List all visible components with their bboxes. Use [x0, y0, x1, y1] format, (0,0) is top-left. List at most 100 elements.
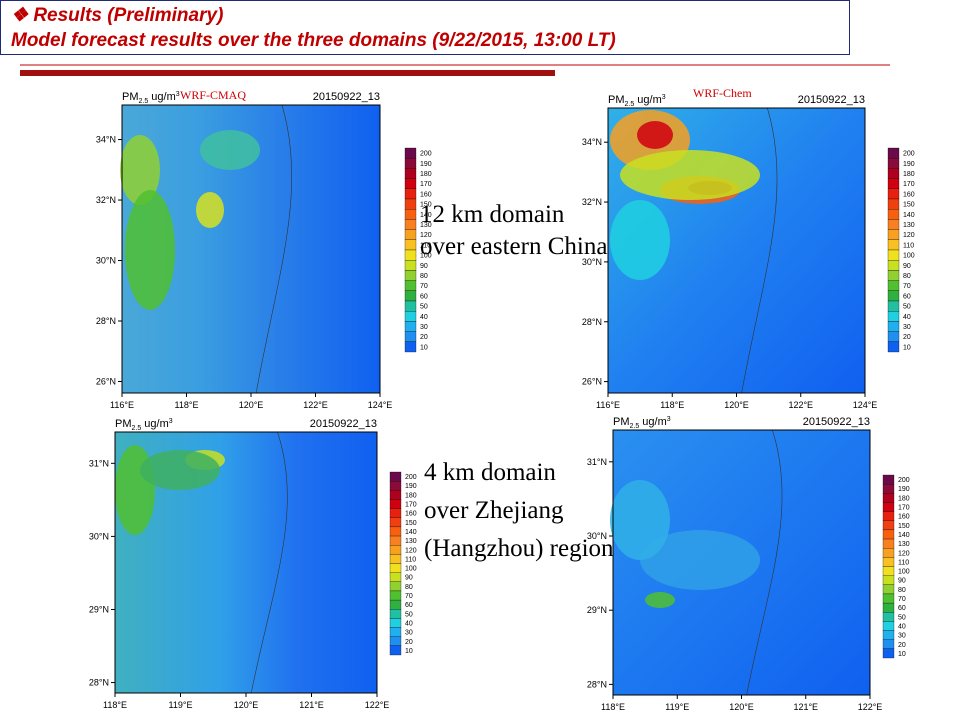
colorbar-label: 110	[405, 556, 416, 563]
x-tick-label: 124°E	[853, 400, 878, 410]
x-tick-label: 122°E	[365, 700, 390, 710]
colorbar-cell	[404, 290, 417, 302]
date-label: 20150922_13	[310, 418, 377, 430]
colorbar-label: 50	[420, 304, 428, 311]
colorbar-cell	[887, 147, 900, 159]
colorbar-cell	[882, 602, 895, 613]
colorbar-cell	[404, 270, 417, 281]
pollution-area	[196, 192, 224, 228]
pm-label-sub: 2.5	[139, 98, 149, 105]
pm-label-sup: 3	[667, 416, 671, 423]
colorbar-label: 100	[420, 253, 432, 260]
pm-label: PM2.5 ug/m3	[122, 91, 180, 105]
pm-label-sup: 3	[662, 94, 666, 101]
colorbar-cell	[882, 483, 895, 494]
colorbar-label: 10	[898, 651, 906, 658]
x-tick-label: 119°E	[665, 702, 689, 712]
colorbar-label: 190	[405, 483, 417, 490]
colorbar-label: 180	[420, 171, 432, 178]
y-tick-label: 34°N	[96, 135, 116, 145]
header-title-row: ❖ Results (Preliminary)	[11, 3, 839, 28]
pm-label: PM2.5 ug/m3	[608, 94, 666, 108]
pollution-area	[120, 135, 160, 205]
colorbar-label: 130	[405, 538, 417, 545]
colorbar-cell	[882, 639, 895, 650]
colorbar-label: 60	[405, 602, 413, 609]
colorbar-cell	[887, 229, 900, 240]
y-tick-label: 28°N	[96, 316, 116, 326]
colorbar-label: 140	[903, 212, 915, 219]
colorbar-cell	[404, 147, 417, 159]
colorbar-cell	[882, 593, 895, 604]
y-tick-label: 29°N	[587, 605, 607, 615]
pollution-area	[637, 121, 673, 149]
x-tick-label: 124°E	[368, 400, 393, 410]
y-tick-label: 30°N	[96, 256, 116, 266]
colorbar-label: 170	[405, 502, 417, 509]
colorbar-label: 80	[898, 587, 906, 594]
pm-label-base: PM	[115, 418, 132, 430]
colorbar-cell	[887, 188, 900, 200]
bullet: ❖	[11, 5, 29, 26]
colorbar-label: 60	[898, 605, 906, 612]
colorbar-label: 10	[903, 344, 911, 351]
annotation-line: 12 km domain	[420, 201, 565, 228]
colorbar-cell	[389, 508, 402, 518]
colorbar-label: 170	[903, 181, 915, 188]
colorbar-cell	[887, 158, 900, 169]
colorbar-label: 20	[903, 334, 911, 341]
y-tick-label: 28°N	[582, 317, 602, 327]
colorbar-label: 20	[420, 334, 428, 341]
pm-label: PM2.5 ug/m3	[613, 416, 671, 430]
colorbar-label: 200	[420, 151, 432, 158]
colorbar-label: 50	[898, 614, 906, 621]
colorbar-label: 200	[903, 151, 915, 158]
colorbar-label: 130	[903, 222, 915, 229]
colorbar-cell	[389, 490, 402, 500]
y-tick-label: 30°N	[89, 531, 109, 541]
colorbar-label: 110	[903, 242, 914, 249]
pollution-area	[610, 200, 670, 280]
colorbar-label: 30	[405, 630, 413, 637]
colorbar-cell	[389, 609, 402, 619]
colorbar-label: 120	[903, 232, 915, 239]
colorbar-cell	[404, 280, 417, 291]
header-box: ❖ Results (Preliminary) Model forecast r…	[0, 0, 850, 55]
x-tick-label: 120°E	[724, 400, 749, 410]
colorbar-label: 10	[420, 344, 428, 351]
date-label: 20150922_13	[313, 91, 380, 103]
colorbar-cell	[404, 341, 417, 353]
colorbar-label: 140	[405, 529, 417, 536]
x-tick-label: 118°E	[601, 702, 625, 712]
colorbar-cell	[404, 198, 417, 210]
y-tick-label: 29°N	[89, 604, 109, 614]
colorbar-label: 170	[898, 505, 910, 512]
colorbar-label: 110	[898, 559, 909, 566]
colorbar-label: 190	[420, 161, 432, 168]
colorbar-cell	[882, 566, 895, 576]
pollution-area	[125, 190, 175, 310]
colorbar-cell	[404, 188, 417, 200]
x-tick-label: 120°E	[234, 700, 259, 710]
colorbar-cell	[887, 219, 900, 230]
header-subtitle: Model forecast results over the three do…	[11, 30, 616, 51]
colorbar-label: 30	[898, 633, 906, 640]
colorbar-label: 70	[405, 593, 413, 600]
coastline	[250, 431, 288, 694]
colorbar-label: 140	[898, 532, 910, 539]
colorbar-label: 130	[420, 222, 432, 229]
pm-label-base: PM	[613, 416, 630, 428]
colorbar-label: 150	[898, 523, 910, 530]
pm-label-sup: 3	[169, 418, 173, 425]
colorbar-cell	[887, 209, 900, 220]
y-tick-label: 26°N	[582, 377, 602, 387]
colorbar-label: 70	[903, 283, 911, 290]
colorbar-label: 120	[405, 547, 417, 554]
colorbar-label: 10	[405, 648, 413, 655]
colorbar-cell	[404, 229, 417, 240]
y-tick-label: 28°N	[89, 678, 109, 688]
colorbar-cell	[882, 511, 895, 521]
pm-label-unit: ug/m	[639, 416, 667, 428]
colorbar-cell	[882, 648, 895, 659]
